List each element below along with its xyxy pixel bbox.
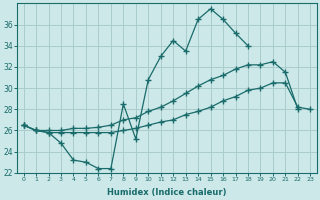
X-axis label: Humidex (Indice chaleur): Humidex (Indice chaleur) — [107, 188, 227, 197]
